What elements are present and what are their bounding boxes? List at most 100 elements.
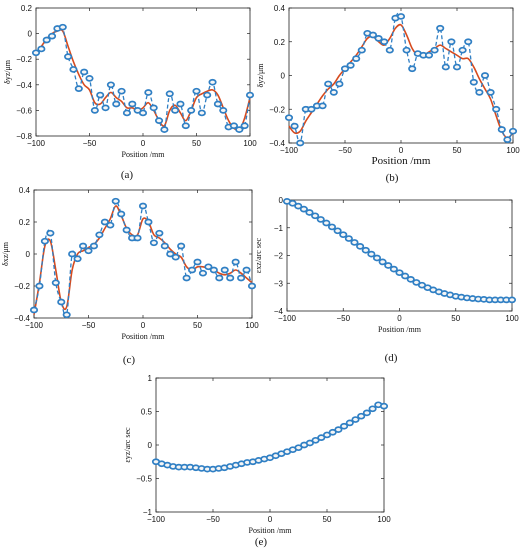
data-point-marker	[58, 23, 67, 31]
data-point-marker	[73, 255, 82, 263]
data-point-marker	[198, 269, 208, 277]
data-point-marker	[372, 254, 382, 262]
data-point-marker	[339, 231, 348, 239]
y-tick-label: 0.4	[19, 186, 31, 195]
data-point-marker	[160, 242, 169, 250]
x-tick-label: 0	[399, 146, 404, 155]
x-tick-label: 50	[453, 146, 462, 155]
data-point-marker	[379, 402, 389, 410]
data-point-marker	[69, 66, 78, 73]
data-point-marker	[165, 90, 174, 98]
data-point-marker	[40, 237, 49, 245]
data-point-marker	[181, 122, 190, 130]
data-point-marker	[384, 262, 393, 269]
data-point-marker	[507, 296, 517, 304]
y-tick-label: 1	[148, 374, 153, 383]
data-point-marker	[166, 250, 175, 258]
data-point-marker	[305, 209, 314, 216]
plot-frame	[155, 377, 385, 513]
y-tick-label: −0.6	[16, 106, 32, 115]
data-point-marker	[155, 117, 164, 124]
y-tick-label: 0.2	[21, 4, 33, 13]
data-point-marker	[299, 205, 308, 213]
data-point-marker	[350, 239, 359, 246]
data-point-marker	[229, 122, 239, 130]
data-point-marker	[322, 219, 331, 227]
x-axis-label: Position /mm	[249, 526, 293, 535]
data-point-marker	[100, 218, 109, 226]
x-axis-label: Position /mm	[122, 332, 166, 341]
x-tick-label: −50	[82, 321, 96, 330]
data-point-marker	[284, 114, 294, 122]
data-point-marker	[68, 250, 77, 258]
data-point-marker	[204, 263, 213, 271]
x-tick-label: −100	[25, 321, 44, 330]
y-tick-label: −0.4	[16, 81, 32, 90]
data-point-marker	[458, 46, 467, 54]
data-point-marker	[492, 105, 501, 113]
plot-frame	[35, 7, 251, 137]
x-tick-label: 0	[141, 321, 146, 330]
chart-panel-a: −100 −50 0 50 100 −0.8 −0.6 −0.4 −0.2 0 0.2 Positio…	[3, 4, 257, 181]
data-point-marker	[296, 139, 305, 147]
data-point-marker	[122, 109, 132, 117]
x-tick-label: −100	[147, 515, 166, 524]
data-point-marker	[368, 31, 378, 39]
data-point-marker	[408, 65, 417, 73]
y-tick-label: 0.2	[274, 38, 286, 47]
data-point-marker	[396, 13, 406, 20]
data-point-marker	[242, 266, 251, 274]
data-point-marker	[380, 38, 389, 46]
data-point-marker	[464, 38, 473, 46]
panel-label-e: (e)	[255, 536, 268, 548]
data-point-marker	[89, 242, 99, 250]
x-tick-label: 0	[141, 139, 146, 148]
data-point-marker	[503, 136, 512, 143]
data-point-marker	[133, 234, 142, 242]
data-point-marker	[318, 102, 327, 110]
data-point-marker	[106, 81, 115, 89]
x-tick-label: 50	[451, 314, 460, 323]
y-tick-label: −0.8	[16, 132, 32, 141]
data-point-marker	[335, 80, 344, 88]
y-tick-label: −0.4	[269, 139, 285, 148]
data-point-marker	[402, 46, 411, 54]
data-point-marker	[245, 91, 255, 99]
y-tick-label: 0	[279, 196, 284, 205]
y-tick-label: 0.4	[274, 4, 286, 13]
x-tick-label: 100	[505, 314, 519, 323]
data-point-marker	[215, 274, 224, 282]
data-point-marker	[46, 229, 55, 237]
y-tick-label: −2	[274, 252, 284, 261]
data-point-marker	[334, 426, 343, 433]
data-point-marker	[42, 36, 51, 44]
data-point-marker	[329, 89, 338, 96]
data-point-marker	[111, 197, 120, 205]
x-tick-label: −50	[83, 139, 97, 148]
data-point-marker	[171, 253, 180, 261]
data-point-marker	[424, 51, 434, 59]
y-tick-label: −0.4	[14, 314, 30, 323]
panel-label-d: (d)	[385, 352, 398, 364]
chart-panel-b: −100 −50 0 50 100 −0.4 −0.2 0 0.2 0.4 Position /mm…	[256, 4, 520, 184]
x-tick-label: 0	[268, 515, 273, 524]
data-point-marker	[84, 247, 93, 255]
y-tick-label: −4	[274, 307, 284, 316]
y-tick-label: 0.5	[141, 408, 153, 417]
y-tick-label: 0	[28, 30, 33, 39]
data-point-marker	[37, 45, 46, 53]
x-tick-label: 0	[397, 314, 402, 323]
data-point-marker	[497, 126, 506, 133]
data-point-marker	[357, 46, 366, 54]
x-tick-label: 100	[377, 515, 391, 524]
data-point-marker	[247, 282, 257, 290]
data-point-marker	[192, 87, 201, 95]
data-point-marker	[294, 202, 303, 210]
data-point-marker	[486, 89, 495, 96]
chart-panel-c: −100 −50 0 50 100 −0.4 −0.2 0 0.2 0.4 Position /mm…	[1, 186, 259, 366]
y-axis-label: δyz/μm	[256, 63, 265, 88]
y-tick-label: 0	[148, 441, 153, 450]
data-point-marker	[447, 38, 456, 46]
x-axis-label: Position /mm	[372, 155, 431, 167]
data-point-marker	[193, 258, 202, 266]
